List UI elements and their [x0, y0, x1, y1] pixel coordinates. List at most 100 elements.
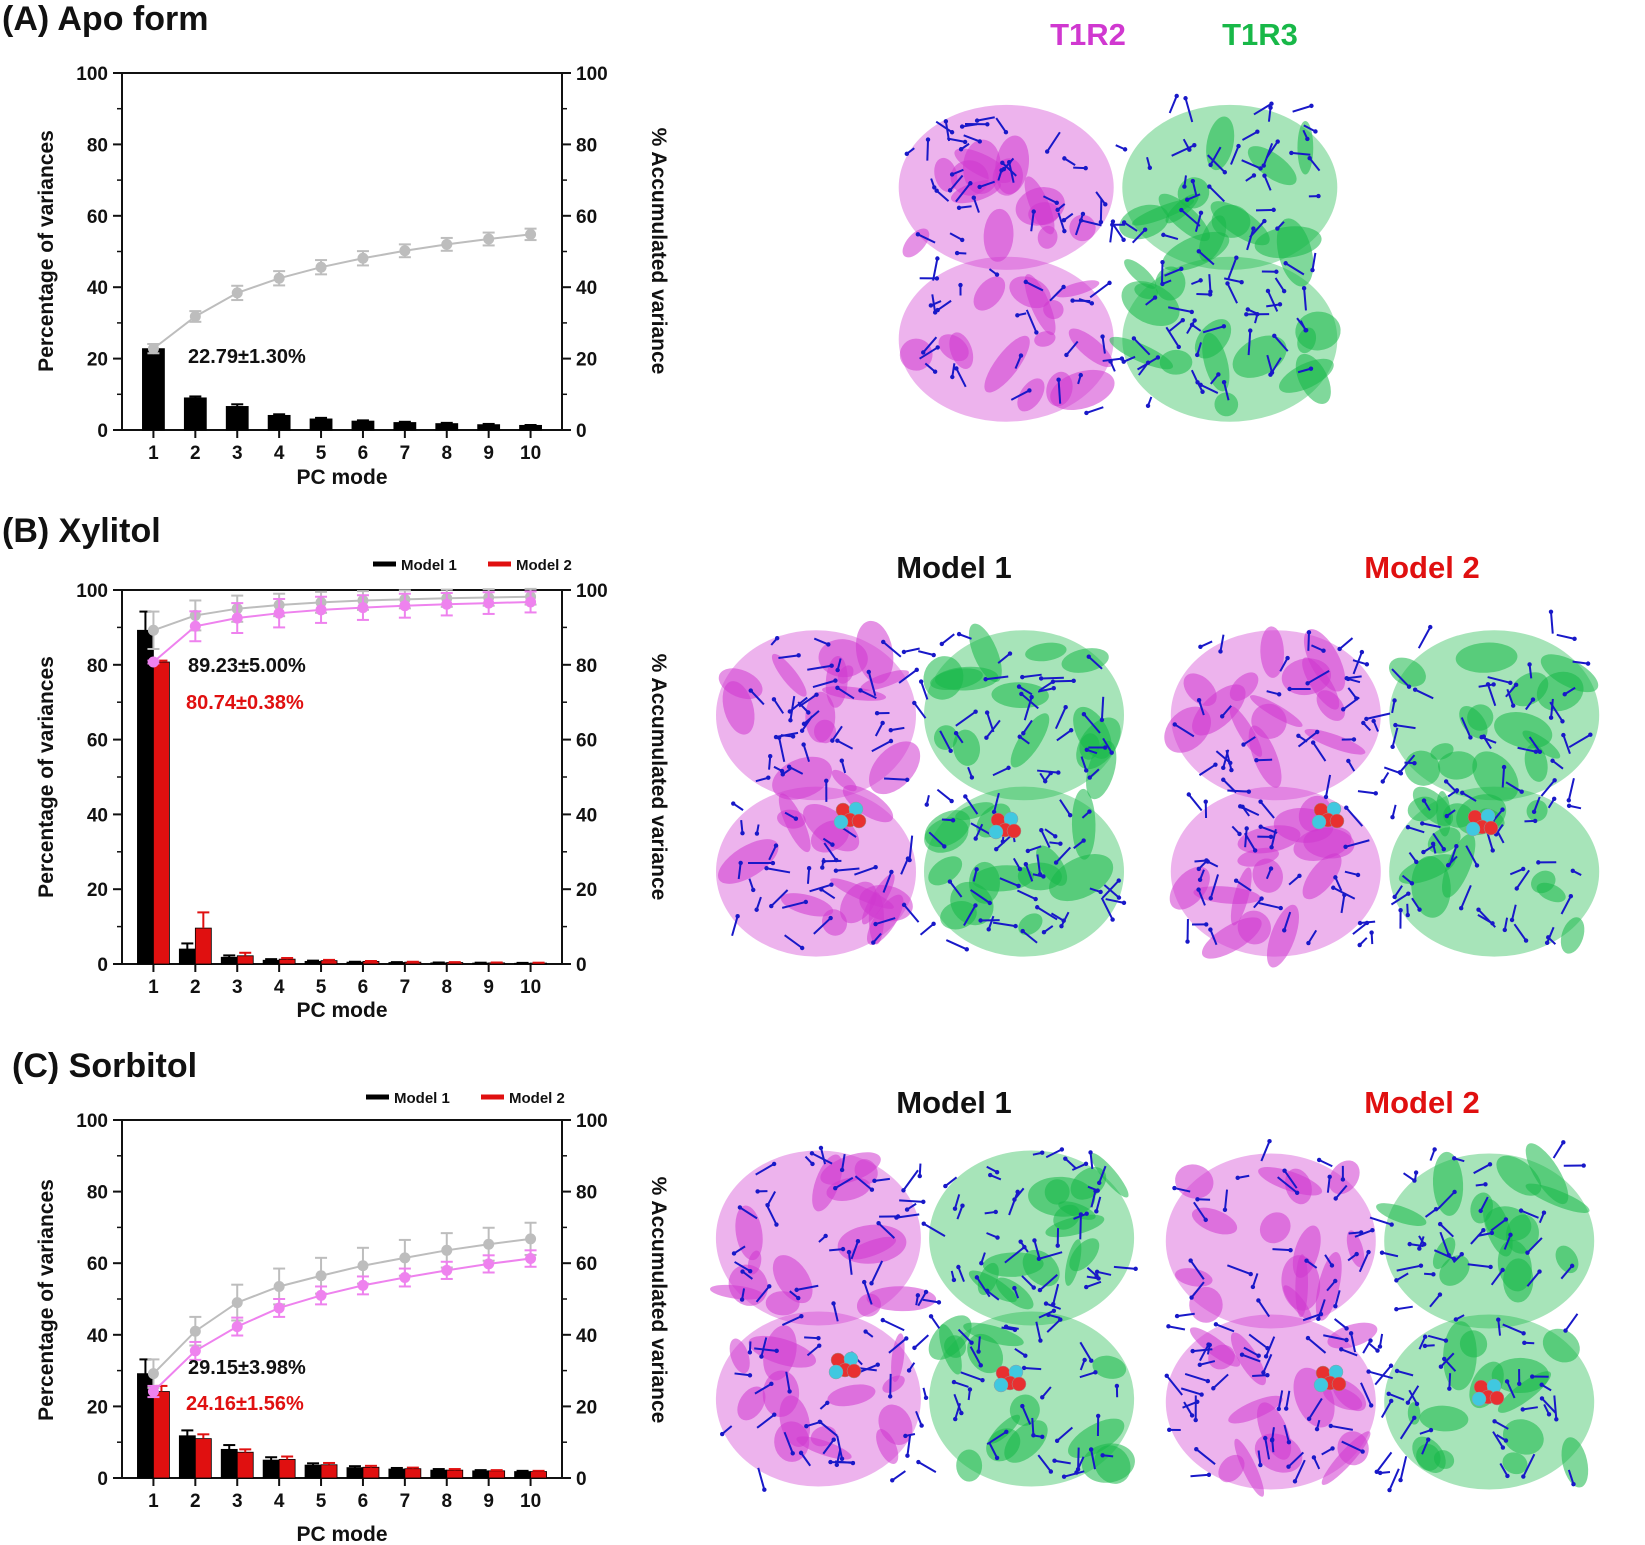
vector-head [816, 1335, 821, 1341]
vector-head [1442, 1356, 1447, 1362]
vector-arrow [834, 1176, 854, 1190]
vector-head [904, 1336, 909, 1341]
vector-head [1329, 1263, 1335, 1268]
vector-head [1051, 686, 1056, 691]
panel-label-xylitol: (B) Xylitol [2, 512, 161, 550]
vector-head [1259, 896, 1264, 901]
vector-head [751, 887, 756, 893]
accum-point [525, 1253, 537, 1265]
vector-arrow [995, 117, 1007, 133]
vector-head [1405, 824, 1411, 830]
vector-head [779, 768, 785, 774]
vector-arrow [1509, 868, 1524, 876]
vector-head [880, 1317, 885, 1323]
vector-arrow [930, 1315, 941, 1329]
helix-segment [1229, 672, 1259, 701]
vector-arrow [1526, 1237, 1543, 1254]
vector-head [984, 735, 989, 740]
vector-arrow [1461, 791, 1477, 802]
vector-head [1172, 722, 1177, 727]
vector-head [1276, 692, 1282, 697]
vector-head [1193, 1417, 1198, 1423]
vector-head [1422, 1242, 1427, 1247]
vector-arrow [1131, 229, 1146, 244]
vector-head [1203, 1217, 1208, 1223]
helix-segment [1124, 259, 1157, 289]
vector-arrow [1053, 679, 1074, 683]
vector-arrow [860, 689, 877, 700]
vector-head [1271, 207, 1276, 213]
vector-head [1068, 728, 1074, 733]
vector-head [1048, 1469, 1054, 1474]
vector-arrow [1460, 717, 1472, 738]
helix-segment [891, 1333, 905, 1383]
vector-head [1070, 298, 1075, 303]
vector-head [956, 205, 962, 211]
helix-segment [1010, 713, 1050, 768]
vector-head [1502, 927, 1507, 933]
vector-head [1566, 803, 1572, 808]
vector-arrow [831, 725, 843, 742]
y2-tick-label: 0 [576, 955, 587, 976]
vector-head [740, 830, 745, 836]
vector-head [1192, 318, 1197, 323]
vector-head [1152, 295, 1158, 300]
vector-arrow [1180, 209, 1201, 227]
vector-head [1447, 1386, 1452, 1391]
vector-head [1034, 330, 1039, 335]
vector-arrow [945, 939, 968, 951]
vector-head [1532, 818, 1538, 824]
vector-head [869, 1187, 875, 1192]
vector-head [1261, 163, 1266, 168]
vector-arrow [972, 197, 980, 213]
y2-tick-label: 40 [576, 1326, 597, 1347]
helix-segment [1443, 1321, 1477, 1391]
vector-head [1437, 1221, 1443, 1227]
helix-segment [1437, 751, 1478, 780]
helix-segment [1034, 331, 1056, 347]
helix-segment [821, 909, 848, 936]
helix-segment [956, 1449, 983, 1482]
vector-arrow [1168, 1325, 1186, 1331]
bar-model2-pc2 [194, 1438, 212, 1479]
accum-point [483, 1238, 495, 1250]
vector-arrow [986, 1290, 1000, 1301]
y-tick-label: 0 [97, 955, 108, 976]
vector-head [1483, 1182, 1488, 1187]
vector-head [1588, 732, 1593, 737]
vector-arrow [1346, 675, 1362, 680]
vector-head [872, 1178, 877, 1184]
vector-head [1346, 758, 1351, 764]
vector-head [799, 945, 805, 951]
vector-head [1235, 1175, 1240, 1181]
helix-segment [1455, 642, 1518, 673]
vector-head [1067, 812, 1073, 818]
xylitol-model1-title: Model 1 [896, 550, 1011, 585]
vector-head [1244, 826, 1249, 831]
vector-head [1228, 760, 1233, 766]
vector-head [1083, 1161, 1089, 1167]
vector-head [881, 639, 886, 645]
helix-segment [1045, 1214, 1105, 1238]
vector-head [1021, 1365, 1027, 1371]
vector-arrow [1294, 1459, 1306, 1482]
vector-head [912, 1345, 917, 1351]
vector-arrow [1366, 712, 1391, 720]
vector-arrow [1312, 742, 1327, 762]
vector-arrow [969, 1346, 982, 1366]
vector-arrow [1399, 754, 1416, 773]
vector-arrow [917, 1291, 927, 1307]
vector-head [1234, 255, 1239, 260]
vector-head [1394, 1368, 1400, 1374]
vector-head [1359, 649, 1365, 655]
vector-arrow [1079, 1214, 1082, 1240]
vector-head [1422, 1334, 1428, 1339]
vector-arrow [1190, 1473, 1210, 1478]
vector-head [1084, 1211, 1089, 1216]
annotation-model1: 29.15±3.98% [188, 1357, 306, 1379]
vector-head [1100, 1453, 1105, 1458]
vector-head [1389, 1398, 1394, 1404]
vector-head [804, 1423, 809, 1429]
vector-head [825, 1400, 830, 1406]
vector-head [1468, 735, 1473, 740]
